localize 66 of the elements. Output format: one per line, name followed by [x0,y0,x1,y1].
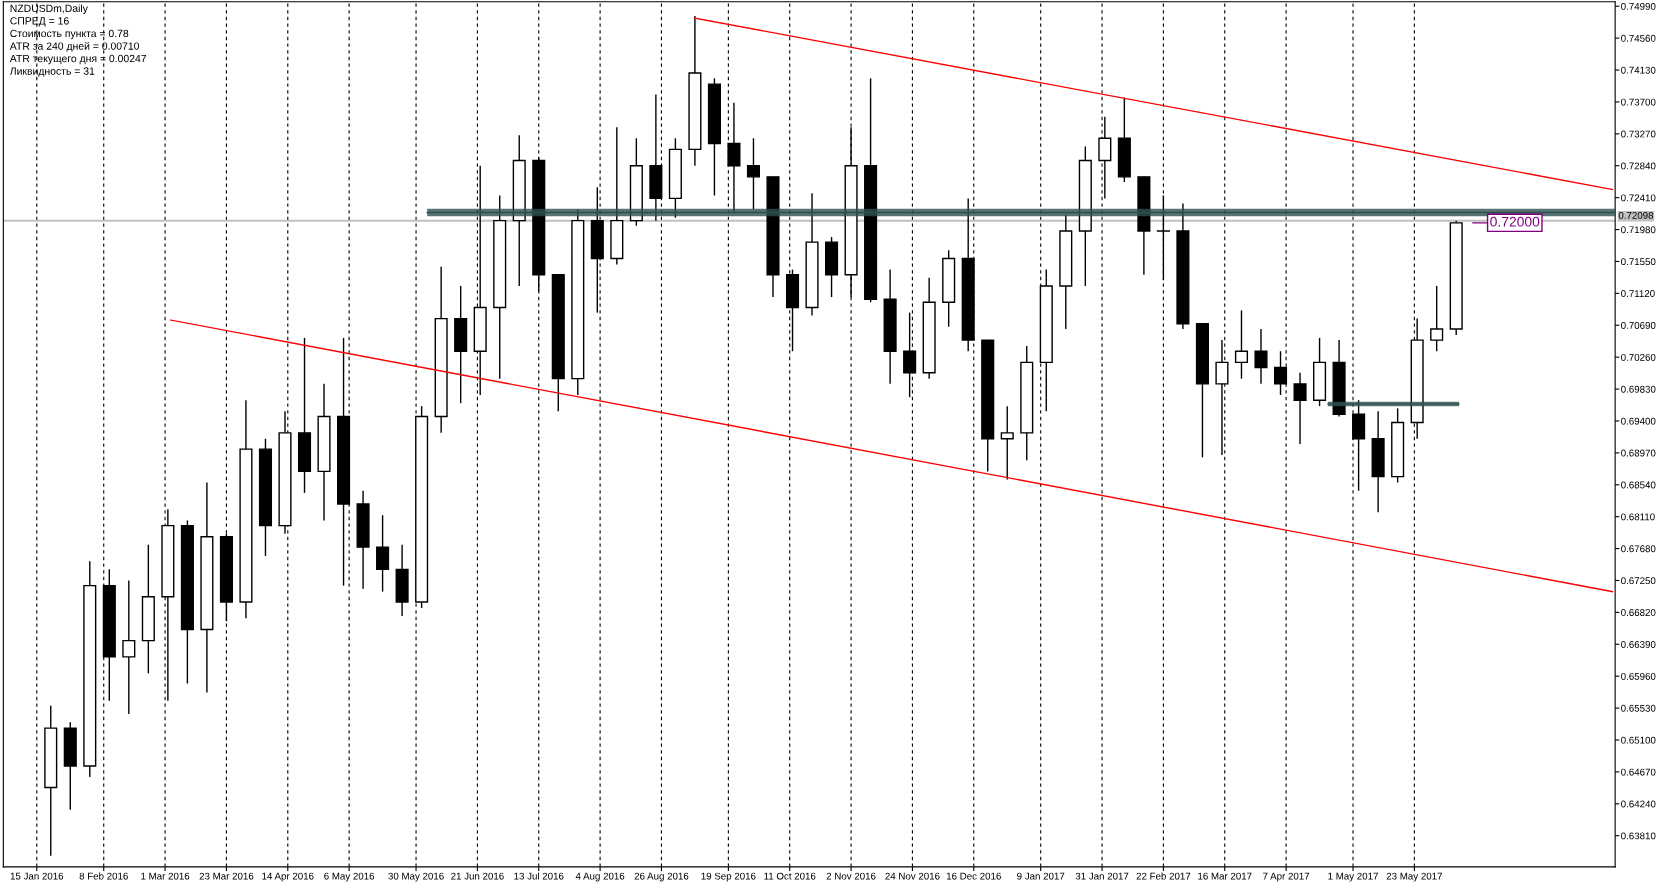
y-tick-label: 0.68110 [1621,513,1655,521]
candlestick [122,579,136,715]
y-tick-label: 0.65960 [1621,672,1656,680]
x-tick-label: 23 May 2017 [1386,872,1442,882]
ref-line-label: 0.72098 [1618,211,1654,219]
x-tick-label: 16 Dec 2016 [946,872,1001,880]
x-tick-label: 11 Oct 2016 [764,872,816,880]
x-tick-label: 13 Jul 2016 [514,872,564,880]
x-tick-label: 1 May 2017 [1328,872,1378,882]
x-tick-label: 8 Feb 2016 [79,872,128,880]
y-tick-label: 0.73700 [1621,98,1656,106]
y-tick-label: 0.71550 [1621,258,1656,266]
annotation: ATR за 240 дней = 0.00710 [9,41,140,52]
y-tick-label: 0.70260 [1621,353,1656,361]
y-tick-label: 0.65100 [1621,736,1656,744]
chart-title: NZDUSDm,Daily [10,4,88,15]
y-tick-label: 0.66820 [1621,609,1656,616]
x-tick-label: 14 Apr 2016 [262,872,314,882]
x-tick-label: 6 May 2016 [324,872,375,882]
y-tick-label: 0.67250 [1621,577,1656,585]
y-tick-label: 0.72840 [1621,162,1656,170]
annotation: Ликвидность = 31 [9,67,95,77]
y-tick-label: 0.69400 [1621,417,1656,425]
x-tick-label: 19 Sep 2016 [701,872,756,882]
annotation: 0.72000 [1490,216,1540,227]
x-tick-label: 16 Mar 2017 [1198,872,1252,880]
y-tick-label: 0.72410 [1621,194,1656,202]
x-tick-label: 23 Mar 2016 [199,872,254,880]
y-tick-label: 0.63810 [1621,832,1656,840]
y-tick-label: 0.64670 [1621,768,1656,776]
candlestick [903,311,917,398]
candlestick [1234,309,1249,380]
y-tick-label: 0.67680 [1621,545,1656,553]
x-tick-label: 1 Mar 2016 [141,872,190,880]
y-tick-label: 0.70690 [1621,321,1656,329]
y-tick-label: 0.65530 [1621,704,1656,712]
y-tick-label: 0.73270 [1621,130,1656,138]
candlestick [1293,372,1307,445]
candlestick [1430,285,1444,352]
y-tick-label: 0.68540 [1621,481,1656,489]
x-tick-label: 9 Jan 2017 [1017,872,1065,880]
candlestick [1000,405,1014,481]
y-tick-label: 0.71980 [1621,226,1656,234]
x-tick-label: 21 Jun 2016 [451,872,504,880]
y-tick-label: 0.71120 [1621,290,1655,297]
y-tick-label: 0.66390 [1621,641,1656,648]
x-tick-label: 22 Feb 2017 [1136,872,1191,880]
y-tick-label: 0.64240 [1621,800,1656,808]
y-tick-label: 0.74990 [1621,2,1656,10]
y-tick-label: 0.74130 [1621,66,1656,74]
x-tick-label: 15 Jan 2016 [10,872,64,880]
annotation: Стоимость пункта = 0.78 [10,29,129,40]
x-tick-label: 7 Apr 2017 [1263,872,1310,882]
candlestick [1254,328,1268,385]
x-tick-label: 24 Nov 2016 [885,872,940,880]
x-tick-label: 26 Aug 2016 [634,872,689,882]
x-tick-label: 31 Jan 2017 [1075,872,1129,880]
candlestick [376,514,390,593]
y-tick-label: 0.74560 [1621,34,1656,42]
y-tick-label: 0.69830 [1621,385,1656,393]
x-tick-label: 4 Aug 2016 [575,872,625,882]
y-tick-label: 0.68970 [1621,449,1656,457]
candlestick [746,137,761,211]
annotation: СПРЕД = 16 [10,17,69,27]
x-tick-label: 30 May 2016 [388,872,444,882]
x-tick-label: 2 Nov 2016 [826,872,876,880]
